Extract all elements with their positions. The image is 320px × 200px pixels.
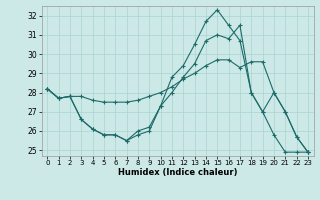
X-axis label: Humidex (Indice chaleur): Humidex (Indice chaleur) xyxy=(118,168,237,177)
